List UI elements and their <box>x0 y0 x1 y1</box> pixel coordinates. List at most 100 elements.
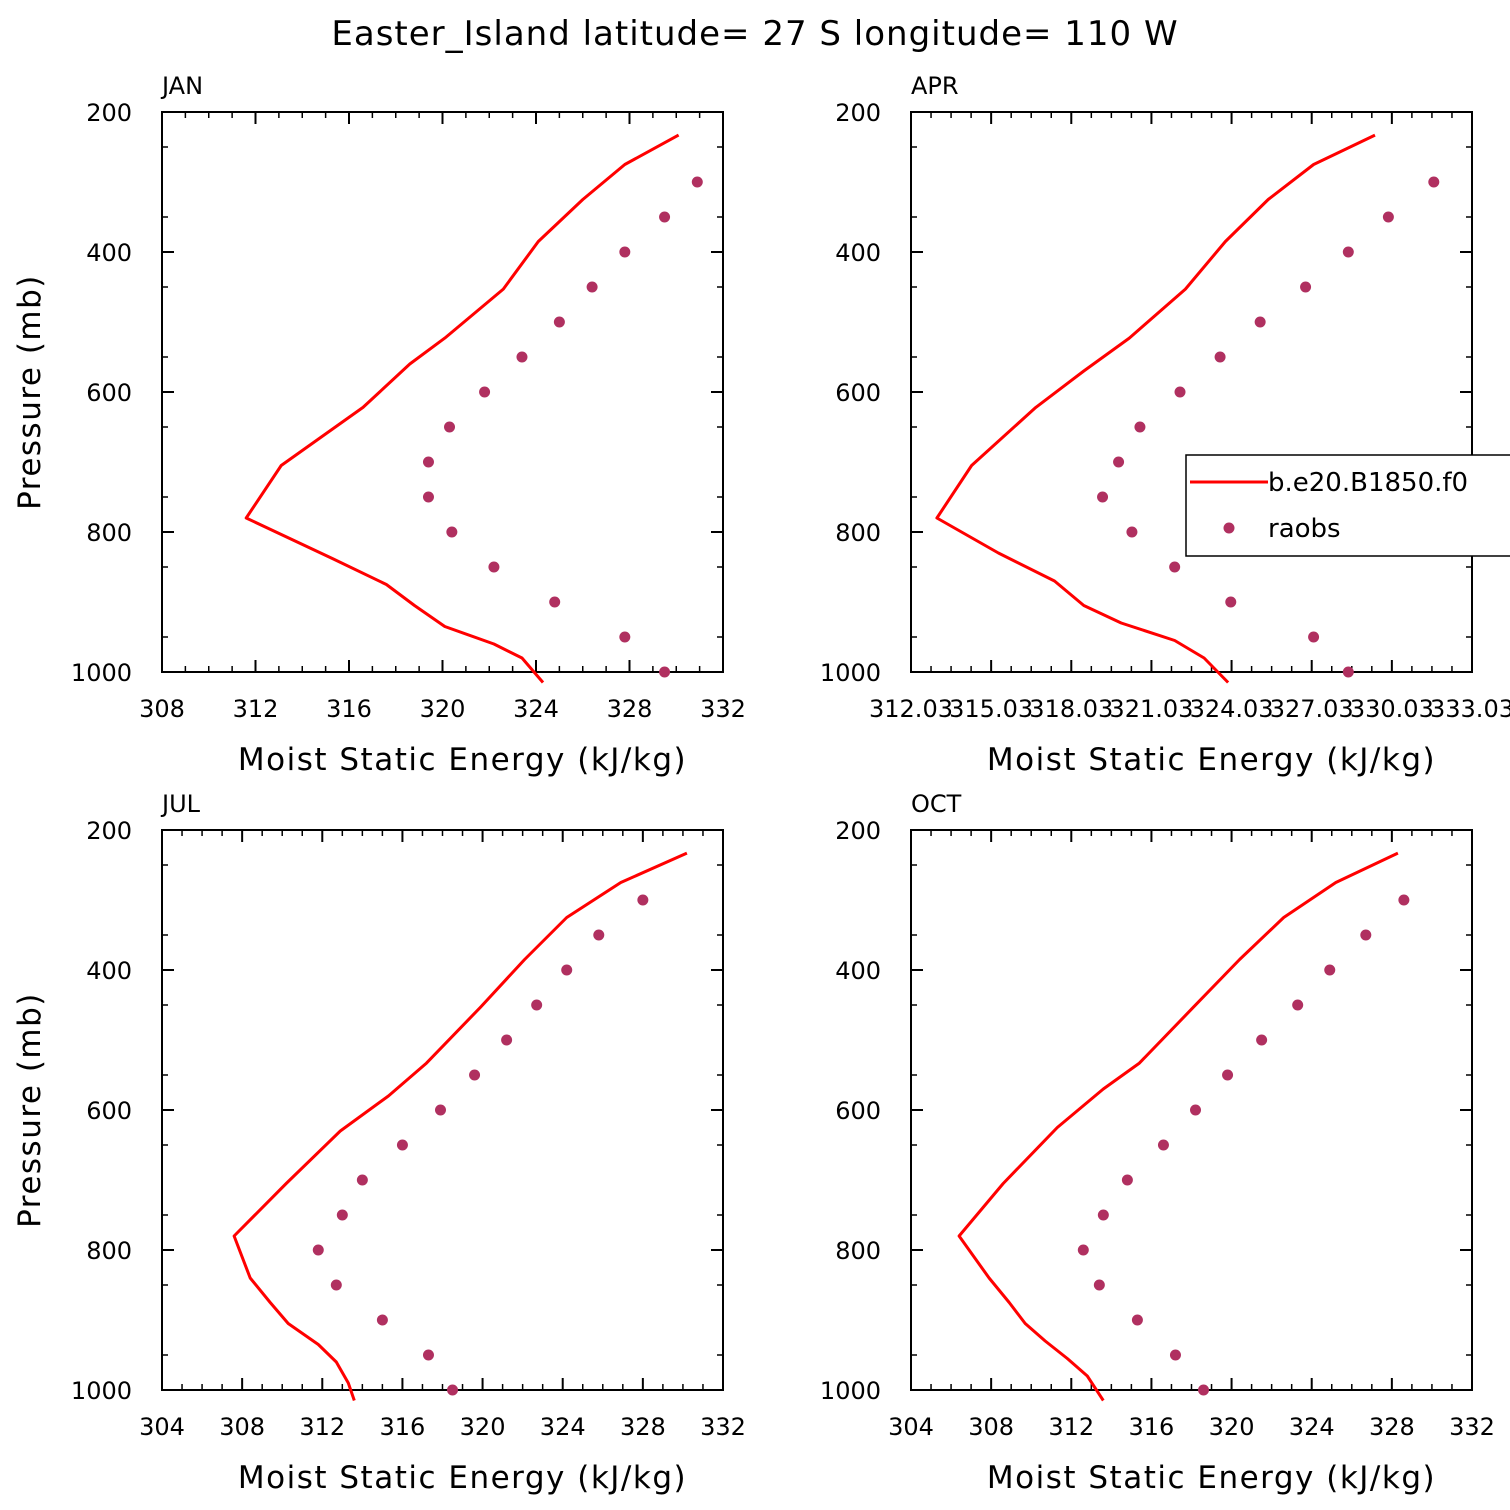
y-axis-label: Pressure (mb) <box>12 274 48 510</box>
x-tick-label: 332 <box>700 1413 746 1441</box>
raobs-point <box>1077 1244 1089 1256</box>
x-tick-label: 327.03 <box>1270 695 1354 723</box>
legend-box <box>1185 454 1510 557</box>
raobs-point <box>1126 526 1138 538</box>
raobs-point <box>479 386 491 398</box>
raobs-point <box>434 1104 446 1116</box>
raobs-point <box>619 631 631 643</box>
x-tick-label: 321.03 <box>1109 695 1193 723</box>
raobs-point <box>1308 631 1320 643</box>
panels: JAN 308 312 316 320 324 328 332 200 400 600 800 1000… <box>12 72 1510 1496</box>
model-series-line <box>244 133 680 684</box>
x-tick-label: 324.03 <box>1190 695 1274 723</box>
raobs-point <box>501 1034 513 1046</box>
y-tick-label: 200 <box>86 817 132 845</box>
raobs-point <box>1398 894 1410 906</box>
raobs-point <box>561 964 573 976</box>
raobs-point <box>1190 1104 1202 1116</box>
model-series-line <box>232 851 688 1401</box>
panel-label: JUL <box>160 790 201 818</box>
y-tick-label: 1000 <box>71 659 132 687</box>
legend-label-model: b.e20.B1850.f0 <box>1268 468 1468 498</box>
raobs-point <box>488 561 500 573</box>
x-tick-label: 320 <box>420 695 466 723</box>
raobs-point <box>356 1174 368 1186</box>
raobs-point <box>1214 351 1226 363</box>
x-tick-label: 324 <box>540 1413 586 1441</box>
raobs-point <box>444 421 456 433</box>
raobs-point <box>586 281 598 293</box>
x-tick-label: 312.03 <box>869 695 953 723</box>
raobs-point <box>1169 561 1181 573</box>
raobs-point <box>593 929 605 941</box>
x-tick-label: 333.03 <box>1430 695 1510 723</box>
raobs-point <box>1292 999 1304 1011</box>
raobs-point <box>1360 929 1372 941</box>
raobs-point <box>1131 1314 1143 1326</box>
x-axis-label: Moist Static Energy (kJ/kg) <box>238 1460 687 1496</box>
raobs-point <box>659 666 671 678</box>
raobs-point <box>422 1349 434 1361</box>
y-tick-label: 400 <box>86 239 132 267</box>
x-tick-label: 312 <box>1048 1413 1094 1441</box>
raobs-point <box>469 1069 481 1081</box>
x-tick-label: 328 <box>1369 1413 1415 1441</box>
y-tick-label: 600 <box>86 1097 132 1125</box>
raobs-point <box>376 1314 388 1326</box>
raobs-point <box>1254 316 1266 328</box>
raobs-point <box>1428 176 1440 188</box>
y-tick-label: 400 <box>835 957 881 985</box>
legend: b.e20.B1850.f0 raobs <box>1185 454 1510 557</box>
raobs-point <box>336 1209 348 1221</box>
raobs-point <box>1097 491 1109 503</box>
x-tick-label: 324 <box>513 695 559 723</box>
x-axis-label: Moist Static Energy (kJ/kg) <box>238 742 687 778</box>
x-axis-label: Moist Static Energy (kJ/kg) <box>987 742 1436 778</box>
main-title: Easter_Island latitude= 27 S longitude= … <box>331 14 1178 54</box>
raobs-point <box>1300 281 1312 293</box>
panel-label: APR <box>911 72 959 100</box>
model-series-line <box>935 133 1376 684</box>
raobs-point <box>422 456 434 468</box>
x-tick-label: 316 <box>1129 1413 1175 1441</box>
legend-marker-swatch <box>1223 522 1235 534</box>
raobs-point <box>1093 1279 1105 1291</box>
x-axis-label: Moist Static Energy (kJ/kg) <box>987 1460 1436 1496</box>
panel-label: JAN <box>160 72 203 100</box>
raobs-point <box>619 246 631 258</box>
raobs-point <box>553 316 565 328</box>
raobs-point <box>1342 246 1354 258</box>
panel-oct: OCT 304 308 312 316 320 324 328 332 200 400 600 800 1… <box>820 790 1495 1496</box>
y-tick-label: 200 <box>86 99 132 127</box>
raobs-point <box>312 1244 324 1256</box>
panel-jan: JAN 308 312 316 320 324 328 332 200 400 600 800 1000… <box>12 72 746 778</box>
x-tick-label: 308 <box>139 695 185 723</box>
x-tick-label: 308 <box>968 1413 1014 1441</box>
raobs-point <box>531 999 543 1011</box>
plot-frame <box>910 111 1473 673</box>
raobs-point <box>691 176 703 188</box>
raobs-point <box>1256 1034 1268 1046</box>
x-tick-label: 332 <box>700 695 746 723</box>
y-axis-label: Pressure (mb) <box>12 992 48 1228</box>
raobs-point <box>659 211 671 223</box>
y-tick-label: 600 <box>86 379 132 407</box>
raobs-point <box>637 894 649 906</box>
x-tick-label: 316 <box>326 695 372 723</box>
x-tick-label: 332 <box>1449 1413 1495 1441</box>
panel-jul: JUL 304 308 312 316 320 324 328 332 200 400 600 800 1… <box>12 790 746 1496</box>
y-tick-label: 800 <box>835 1237 881 1265</box>
raobs-point <box>516 351 528 363</box>
x-tick-label: 330.03 <box>1350 695 1434 723</box>
y-tick-label: 400 <box>835 239 881 267</box>
raobs-point <box>1324 964 1336 976</box>
raobs-point <box>1113 456 1125 468</box>
raobs-point <box>447 1384 459 1396</box>
raobs-point <box>1121 1174 1133 1186</box>
y-tick-label: 600 <box>835 379 881 407</box>
raobs-point <box>549 596 561 608</box>
x-tick-label: 320 <box>1209 1413 1255 1441</box>
raobs-point <box>396 1139 408 1151</box>
raobs-point <box>1382 211 1394 223</box>
